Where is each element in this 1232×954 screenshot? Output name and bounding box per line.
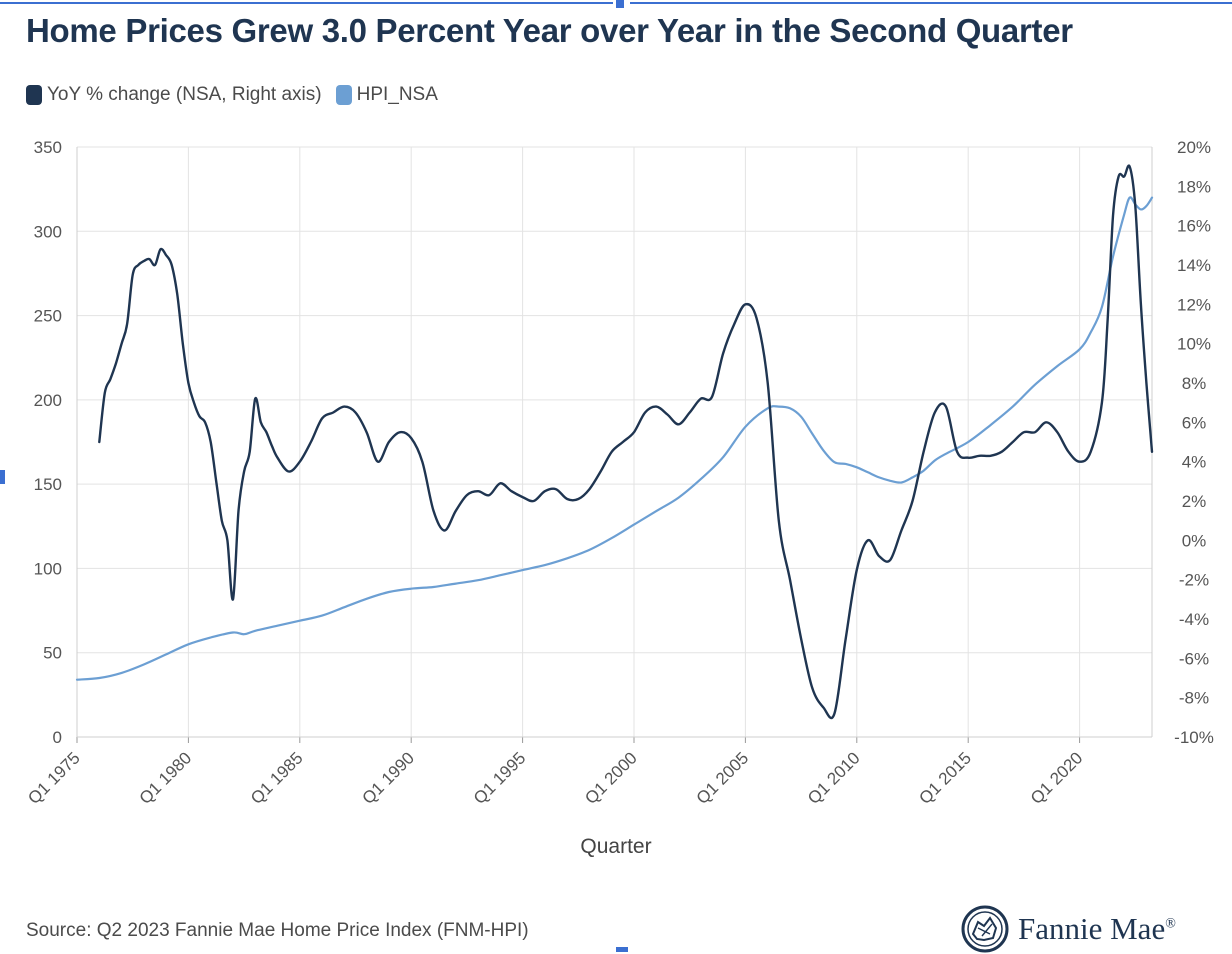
y-right-tick-label: 14% xyxy=(1177,256,1211,275)
y-right-tick-label: 4% xyxy=(1182,453,1207,472)
axes: 0 50 100 150 200 250 300 350 -10% -8% -6% -4% -2% 0% 2… xyxy=(24,138,1214,808)
x-tick-label: Q1 2005 xyxy=(693,748,753,808)
y-right-tick-label: 10% xyxy=(1177,335,1211,354)
y-right-tick-label: -2% xyxy=(1179,571,1209,590)
frame-top-line-right xyxy=(630,2,1232,4)
series-line-yoy-change xyxy=(98,164,1154,720)
frame-handle-top xyxy=(616,0,624,8)
x-tick-label: Q1 2020 xyxy=(1027,748,1087,808)
y-right-tick-label: -8% xyxy=(1179,689,1209,708)
y-right-tick-label: 18% xyxy=(1177,177,1211,196)
y-left-tick-label: 50 xyxy=(43,644,62,663)
legend-swatch-yoy xyxy=(26,85,42,105)
legend-label-hpi: HPI_NSA xyxy=(356,84,438,105)
y-left-tick-label: 350 xyxy=(34,138,62,157)
y-right-tick-label: 20% xyxy=(1177,138,1211,157)
x-tick-label: Q1 1990 xyxy=(358,748,418,808)
x-tick-label: Q1 2015 xyxy=(915,748,975,808)
y-left-tick-label: 150 xyxy=(34,475,62,494)
x-tick-label: Q1 1995 xyxy=(470,748,530,808)
x-tick-label: Q1 1975 xyxy=(24,748,84,808)
series-line-hpi-nsa xyxy=(75,196,1154,681)
y-left-tick-label: 100 xyxy=(34,559,62,578)
y-left-tick-label: 300 xyxy=(34,222,62,241)
y-left-tick-label: 200 xyxy=(34,391,62,410)
series-lines xyxy=(75,164,1154,720)
source-note: Source: Q2 2023 Fannie Mae Home Price In… xyxy=(26,920,529,941)
x-tick-label: Q1 2010 xyxy=(804,748,864,808)
y-right-tick-label: 16% xyxy=(1177,217,1211,236)
y-right-tick-label: -6% xyxy=(1179,649,1209,668)
y-left-tick-label: 0 xyxy=(53,728,62,747)
frame-top-line-left xyxy=(0,2,613,4)
y-left-tick-label: 250 xyxy=(34,307,62,326)
x-axis-label: Quarter xyxy=(580,835,651,858)
logo-wordmark: Fannie Mae® xyxy=(1018,911,1176,946)
x-tick-label: Q1 2000 xyxy=(581,748,641,808)
fannie-mae-logo: Fannie Mae® xyxy=(960,904,1176,954)
x-tick-label: Q1 1980 xyxy=(136,748,196,808)
legend-item-hpi[interactable]: HPI_NSA xyxy=(335,84,438,106)
frame-handle-bottom xyxy=(616,947,628,952)
y-right-tick-label: -4% xyxy=(1179,610,1209,629)
y-right-tick-label: 8% xyxy=(1182,374,1207,393)
legend-swatch-hpi xyxy=(335,85,352,105)
y-right-tick-label: 6% xyxy=(1182,413,1207,432)
chart-legend: YoY % change (NSA, Right axis) HPI_NSA xyxy=(26,84,438,106)
fannie-mae-logo-icon xyxy=(961,905,1009,953)
x-tick-label: Q1 1985 xyxy=(247,748,307,808)
grid-lines xyxy=(76,146,1152,738)
frame-handle-left xyxy=(0,470,5,484)
chart-title: Home Prices Grew 3.0 Percent Year over Y… xyxy=(26,12,1073,49)
legend-item-yoy[interactable]: YoY % change (NSA, Right axis) xyxy=(26,84,322,106)
y-right-tick-label: -10% xyxy=(1174,728,1214,747)
y-right-tick-label: 0% xyxy=(1182,531,1207,550)
legend-label-yoy: YoY % change (NSA, Right axis) xyxy=(47,84,322,105)
y-right-tick-label: 12% xyxy=(1177,295,1211,314)
y-right-tick-label: 2% xyxy=(1182,492,1207,511)
